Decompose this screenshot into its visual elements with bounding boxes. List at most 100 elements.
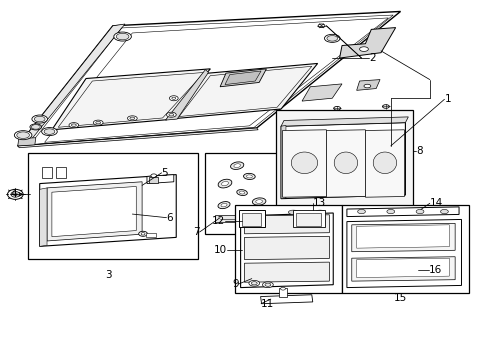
- Ellipse shape: [32, 115, 47, 123]
- Ellipse shape: [239, 191, 244, 194]
- Polygon shape: [173, 63, 317, 119]
- Ellipse shape: [264, 283, 270, 286]
- Polygon shape: [356, 225, 448, 248]
- Bar: [234, 205, 341, 293]
- Polygon shape: [18, 138, 36, 146]
- Polygon shape: [365, 130, 404, 197]
- Text: 14: 14: [429, 198, 442, 208]
- Ellipse shape: [166, 112, 176, 117]
- Text: 11: 11: [261, 299, 274, 309]
- Ellipse shape: [11, 192, 20, 197]
- Text: 6: 6: [166, 213, 173, 222]
- Bar: [215, 215, 254, 222]
- Polygon shape: [281, 126, 285, 199]
- Polygon shape: [244, 236, 329, 260]
- Ellipse shape: [318, 24, 325, 28]
- Text: 15: 15: [393, 293, 407, 303]
- Ellipse shape: [69, 123, 79, 128]
- Bar: [241, 213, 261, 226]
- Ellipse shape: [114, 32, 131, 41]
- Ellipse shape: [13, 193, 17, 196]
- Polygon shape: [47, 182, 142, 241]
- Ellipse shape: [17, 132, 29, 139]
- Ellipse shape: [169, 96, 178, 101]
- Ellipse shape: [151, 174, 157, 177]
- Bar: [341, 205, 468, 293]
- Polygon shape: [339, 28, 395, 58]
- Polygon shape: [346, 220, 461, 288]
- Ellipse shape: [288, 210, 298, 215]
- Ellipse shape: [246, 175, 252, 178]
- Polygon shape: [356, 258, 448, 278]
- Ellipse shape: [248, 280, 259, 286]
- Polygon shape: [281, 117, 407, 126]
- Ellipse shape: [415, 210, 423, 214]
- Ellipse shape: [386, 210, 394, 214]
- Ellipse shape: [218, 202, 229, 209]
- Ellipse shape: [251, 282, 257, 285]
- Ellipse shape: [252, 198, 265, 205]
- Ellipse shape: [221, 203, 226, 207]
- Ellipse shape: [71, 124, 76, 126]
- Ellipse shape: [7, 189, 23, 199]
- Ellipse shape: [230, 162, 244, 170]
- Ellipse shape: [372, 152, 396, 174]
- Polygon shape: [302, 84, 341, 101]
- Polygon shape: [147, 175, 173, 184]
- Ellipse shape: [254, 211, 264, 215]
- Text: 13: 13: [312, 198, 325, 208]
- Ellipse shape: [141, 233, 145, 235]
- Ellipse shape: [116, 33, 129, 40]
- Text: 1: 1: [444, 94, 450, 104]
- Polygon shape: [52, 186, 136, 237]
- Ellipse shape: [221, 181, 228, 186]
- Bar: [146, 233, 156, 237]
- Ellipse shape: [333, 152, 357, 174]
- Ellipse shape: [262, 282, 273, 288]
- Ellipse shape: [96, 121, 101, 124]
- Ellipse shape: [14, 131, 32, 140]
- Polygon shape: [240, 213, 332, 288]
- Polygon shape: [18, 24, 125, 146]
- Bar: [56, 167, 65, 178]
- Ellipse shape: [236, 190, 247, 195]
- Ellipse shape: [30, 124, 41, 130]
- Ellipse shape: [440, 210, 447, 214]
- Ellipse shape: [280, 287, 285, 290]
- Polygon shape: [351, 257, 454, 281]
- Ellipse shape: [333, 107, 340, 110]
- Text: 9: 9: [231, 279, 238, 289]
- Polygon shape: [220, 69, 266, 87]
- Ellipse shape: [93, 120, 103, 125]
- Polygon shape: [40, 175, 176, 246]
- Ellipse shape: [130, 117, 135, 120]
- Text: 4: 4: [10, 189, 17, 199]
- Polygon shape: [260, 295, 312, 304]
- Text: 16: 16: [428, 265, 441, 275]
- Ellipse shape: [168, 113, 173, 116]
- Polygon shape: [326, 130, 365, 197]
- Ellipse shape: [324, 34, 339, 42]
- Polygon shape: [282, 130, 326, 197]
- Ellipse shape: [171, 97, 175, 99]
- Bar: [278, 288, 287, 297]
- Polygon shape: [244, 262, 329, 282]
- Bar: [293, 210, 325, 227]
- Ellipse shape: [243, 174, 255, 180]
- Ellipse shape: [233, 164, 240, 167]
- Text: 12: 12: [211, 216, 224, 226]
- Polygon shape: [165, 69, 208, 120]
- Ellipse shape: [315, 210, 325, 215]
- Polygon shape: [351, 224, 454, 252]
- Ellipse shape: [291, 152, 317, 174]
- Bar: [238, 210, 265, 227]
- Ellipse shape: [363, 84, 370, 88]
- Bar: [27, 153, 198, 259]
- Text: 7: 7: [193, 227, 199, 237]
- Ellipse shape: [139, 231, 147, 236]
- Polygon shape: [52, 69, 210, 130]
- Polygon shape: [224, 71, 261, 85]
- Ellipse shape: [41, 127, 57, 136]
- Polygon shape: [244, 215, 329, 234]
- Text: 10: 10: [213, 245, 226, 255]
